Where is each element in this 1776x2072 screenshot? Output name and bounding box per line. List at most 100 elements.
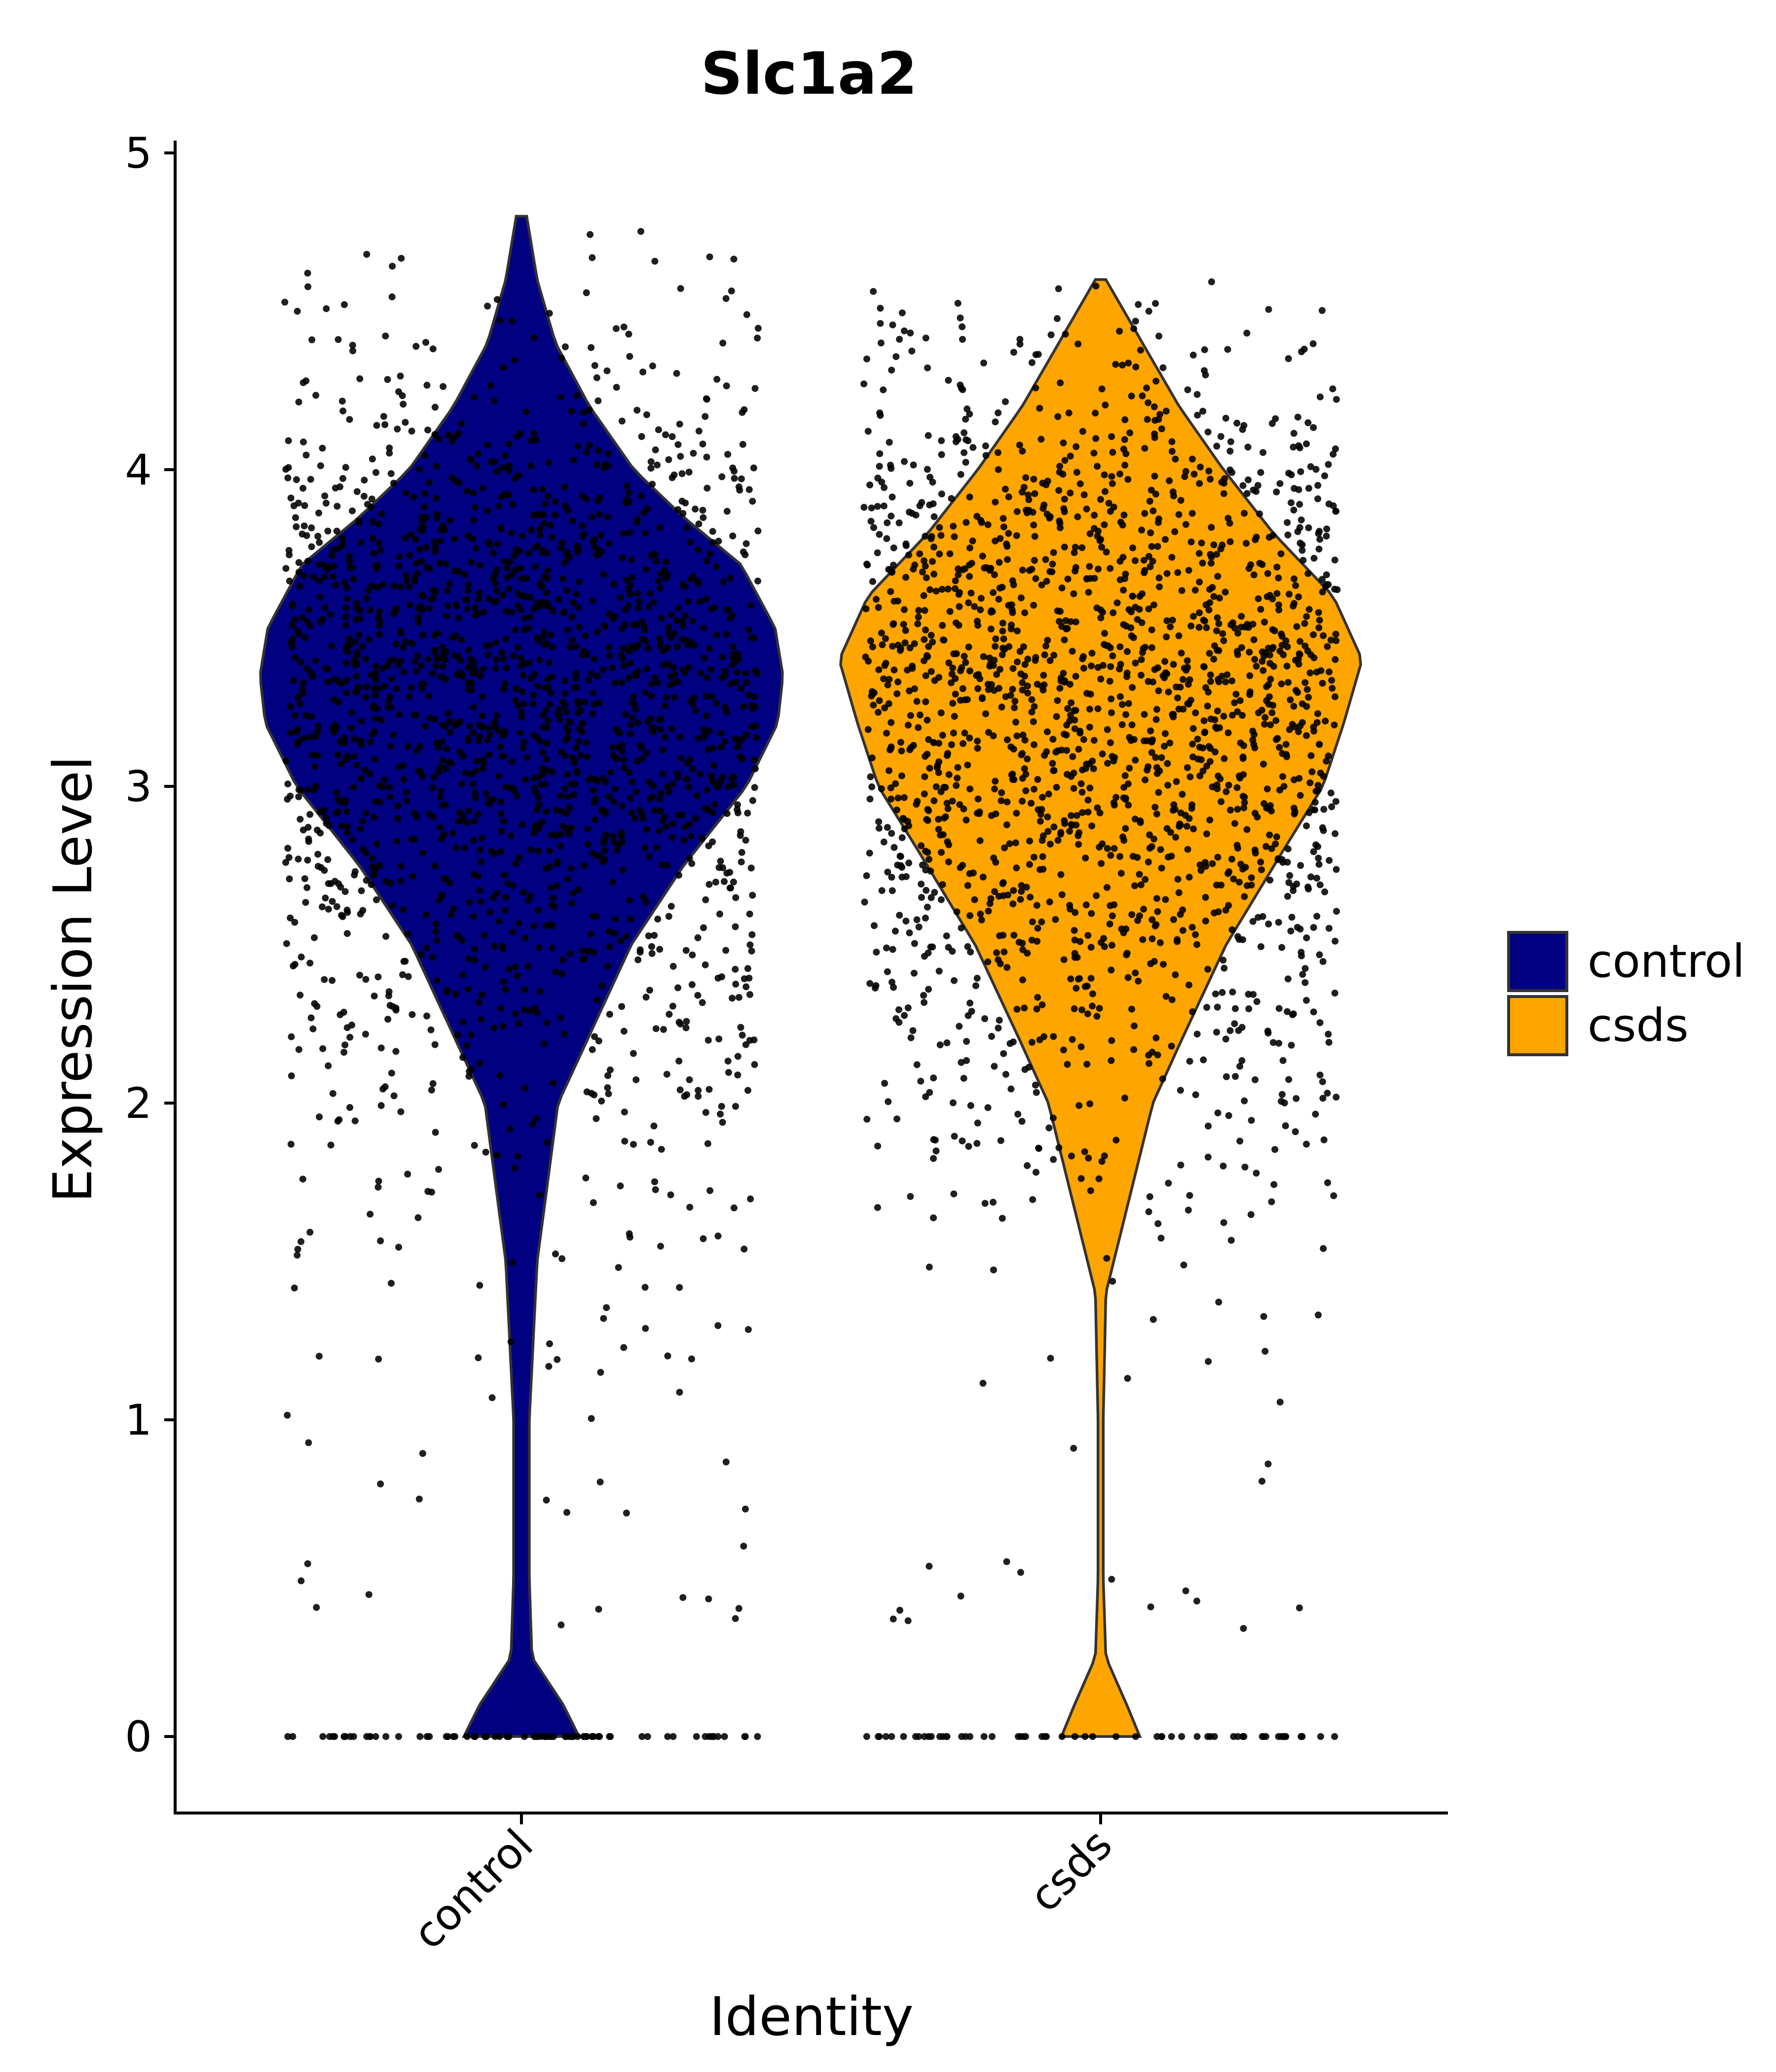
point-csds (1260, 760, 1267, 768)
point-csds (878, 887, 886, 894)
point-csds (1236, 1063, 1244, 1070)
point-control (599, 858, 607, 866)
point-control (674, 984, 682, 992)
point-control (362, 976, 370, 983)
point-csds (1003, 736, 1011, 743)
point-control (653, 844, 660, 851)
point-csds (1313, 913, 1321, 920)
point-csds (1005, 530, 1012, 537)
point-csds (1214, 707, 1221, 715)
point-csds (1222, 414, 1229, 422)
point-control (469, 535, 476, 542)
point-control (296, 786, 302, 793)
point-csds (1056, 463, 1064, 470)
point-csds (1203, 624, 1210, 631)
point-csds (1146, 831, 1153, 839)
point-control (334, 1117, 341, 1125)
point-csds (930, 1155, 937, 1162)
point-control (368, 881, 375, 888)
point-csds (1166, 740, 1174, 747)
point-csds (1182, 468, 1189, 475)
point-csds (1291, 575, 1298, 583)
point-csds (1260, 653, 1267, 660)
point-control (505, 585, 513, 592)
point-control (287, 494, 295, 502)
point-csds (1021, 1066, 1029, 1073)
point-csds (1013, 732, 1021, 740)
point-control (310, 573, 317, 581)
point-csds (1001, 844, 1008, 851)
point-csds (1116, 576, 1124, 584)
point-control (639, 893, 647, 900)
point-csds (935, 740, 943, 747)
point-csds (1253, 1170, 1260, 1177)
point-csds (966, 1733, 973, 1740)
point-csds (1317, 1733, 1324, 1740)
point-csds (898, 873, 906, 881)
point-csds (1091, 512, 1098, 519)
point-control (645, 852, 653, 860)
point-csds (1193, 1031, 1201, 1038)
point-control (496, 743, 504, 750)
point-csds (948, 495, 955, 502)
point-csds (1213, 882, 1221, 888)
point-csds (1171, 528, 1179, 535)
point-csds (925, 855, 933, 863)
point-control (590, 537, 597, 545)
point-csds (967, 948, 974, 956)
point-csds (1310, 555, 1318, 562)
point-csds (1044, 478, 1051, 485)
point-control (377, 1102, 385, 1109)
point-csds (1024, 656, 1032, 663)
point-csds (1108, 473, 1115, 480)
point-csds (1292, 687, 1299, 694)
point-control (304, 856, 311, 864)
point-control (428, 595, 435, 603)
point-control (357, 741, 365, 748)
point-csds (1046, 568, 1054, 575)
point-csds (1254, 814, 1261, 821)
point-csds (868, 504, 875, 512)
point-csds (918, 842, 925, 850)
point-csds (1312, 787, 1320, 795)
point-csds (992, 418, 999, 426)
point-control (499, 1023, 507, 1030)
point-csds (905, 552, 912, 558)
point-control (685, 783, 693, 791)
point-control (716, 910, 723, 918)
point-csds (1202, 918, 1209, 925)
point-csds (915, 724, 922, 731)
point-control (547, 522, 554, 529)
point-csds (1153, 895, 1160, 902)
point-csds (866, 795, 874, 803)
point-control (485, 724, 492, 731)
point-control (665, 788, 672, 795)
point-control (520, 739, 528, 746)
point-control (597, 531, 604, 539)
point-csds (875, 666, 883, 673)
point-control (638, 618, 646, 626)
point-csds (1227, 807, 1234, 814)
point-control (574, 443, 581, 450)
point-csds (932, 1147, 940, 1154)
point-csds (1058, 584, 1066, 592)
point-control (593, 374, 600, 381)
point-control (305, 606, 313, 613)
point-csds (1204, 428, 1212, 436)
point-control (333, 903, 340, 910)
point-control (304, 269, 311, 277)
point-csds (1148, 935, 1156, 942)
point-control (439, 757, 446, 764)
point-csds (1154, 908, 1161, 915)
point-control (431, 404, 439, 411)
point-control (435, 436, 443, 443)
point-control (446, 718, 453, 725)
point-csds (1045, 790, 1052, 798)
point-csds (1142, 644, 1149, 651)
point-control (629, 693, 637, 700)
point-control (470, 517, 477, 524)
point-csds (1332, 1093, 1340, 1101)
point-csds (974, 622, 982, 629)
point-csds (956, 801, 963, 808)
point-control (628, 809, 635, 816)
